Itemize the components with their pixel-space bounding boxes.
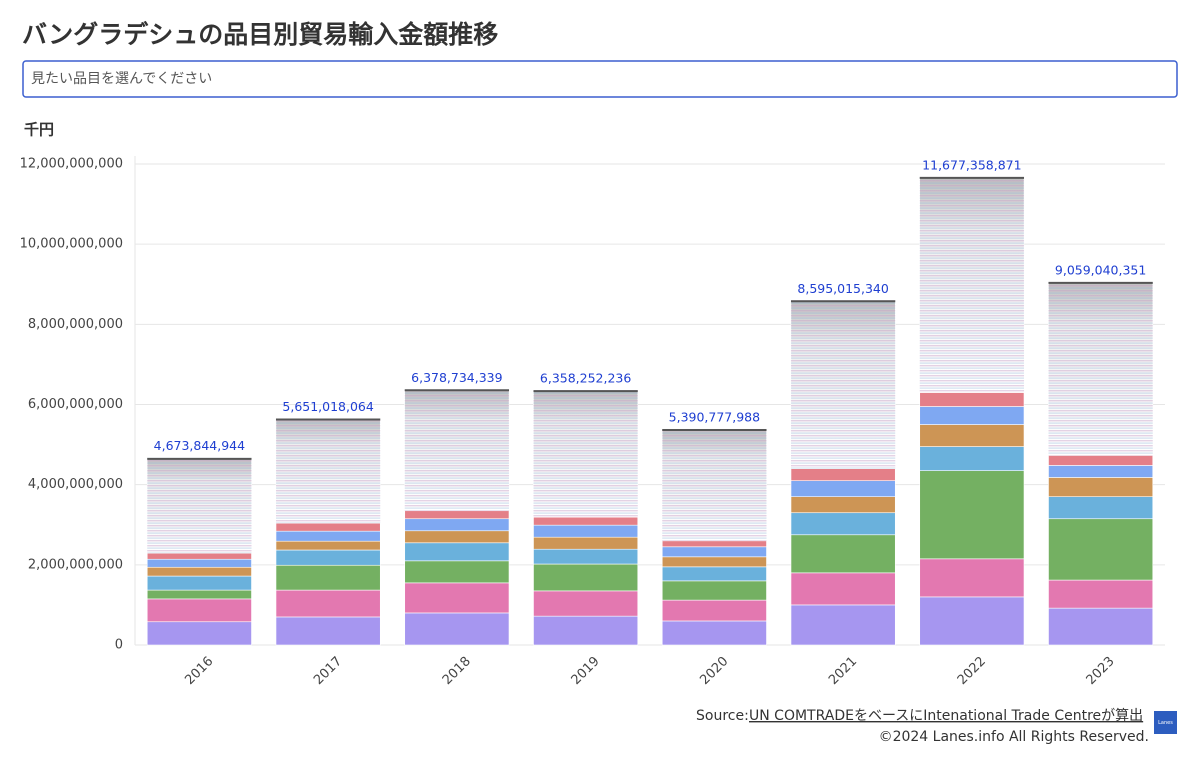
- source-prefix: Source:: [696, 708, 749, 724]
- bar-segment: [275, 522, 381, 532]
- total-label: 9,059,040,351: [1055, 262, 1146, 277]
- y-tick-label: 12,000,000,000: [20, 157, 123, 172]
- bar-segment: [919, 406, 1025, 425]
- y-tick-label: 2,000,000,000: [28, 557, 123, 572]
- bar-segment: [919, 424, 1025, 447]
- bar-segment: [661, 580, 767, 601]
- bar-segment: [1048, 496, 1154, 520]
- bar-segment: [404, 542, 510, 562]
- bar-segment: [1048, 465, 1154, 478]
- bar-segment: [790, 468, 896, 481]
- bar-segment: [533, 563, 639, 592]
- bar-segment: [661, 599, 767, 622]
- y-tick-label: 4,000,000,000: [28, 477, 123, 492]
- source-link[interactable]: UN COMTRADEをベースにIntenational Trade Centr…: [749, 708, 1143, 724]
- x-tick-label: 2019: [569, 654, 603, 688]
- bar-segment-detail: [1048, 281, 1153, 456]
- logo: [1154, 711, 1177, 734]
- bar-segment: [404, 560, 510, 584]
- bar-segment-detail: [147, 457, 252, 554]
- bar-segment: [146, 575, 252, 591]
- chart-title: バングラデシュの品目別貿易輸入金額推移: [22, 20, 498, 49]
- bar-segment: [404, 612, 510, 646]
- bar-segment: [146, 598, 252, 623]
- bar-segment: [146, 566, 252, 577]
- x-tick-label: 2021: [826, 654, 860, 688]
- bar-segment: [661, 556, 767, 568]
- bar-segment: [533, 524, 639, 538]
- bar-segment: [404, 510, 510, 520]
- bar-segment: [1048, 518, 1154, 581]
- bar-segment: [790, 512, 896, 536]
- x-tick-label: 2023: [1084, 654, 1118, 688]
- bar-segment: [146, 621, 252, 646]
- bar-segment-detail: [662, 428, 767, 541]
- bar-segment: [404, 582, 510, 614]
- bar-segment: [275, 549, 381, 566]
- y-tick-label: 6,000,000,000: [28, 397, 123, 412]
- search-input[interactable]: [22, 60, 1178, 98]
- bar-segment: [533, 548, 639, 565]
- bar-segment-detail: [790, 300, 896, 469]
- bar-segment: [275, 564, 381, 591]
- search-placeholder: 見たい品目を選んでください: [31, 71, 212, 87]
- x-tick-label: 2018: [440, 654, 474, 688]
- total-label: 6,378,734,339: [411, 370, 502, 385]
- bar-segment: [790, 480, 896, 497]
- x-tick-label: 2016: [182, 654, 216, 688]
- y-unit: 千円: [24, 121, 54, 139]
- bar-segment: [661, 540, 767, 548]
- bar-segment: [919, 596, 1025, 646]
- plot: 0 2,000,000,000 4,000,000,000 6,000,000,000…: [20, 156, 1165, 688]
- bar-segment: [275, 530, 381, 542]
- bar-segment: [1048, 607, 1154, 646]
- bar-segment: [1048, 477, 1154, 497]
- x-tick-label: 2022: [955, 654, 989, 688]
- bar-segment: [404, 530, 510, 544]
- total-label: 5,390,777,988: [669, 409, 760, 424]
- bar-segment: [404, 518, 510, 532]
- total-label: 4,673,844,944: [154, 438, 245, 453]
- x-tick-label: 2020: [697, 654, 731, 688]
- bar-segment: [790, 496, 896, 514]
- bar-segment: [1048, 455, 1154, 466]
- bar-segment: [533, 590, 639, 617]
- total-label: 5,651,018,064: [282, 399, 373, 414]
- bar-segment-detail: [533, 390, 638, 518]
- bar-segment: [533, 516, 639, 526]
- bar-segment: [1048, 579, 1154, 609]
- bar-segment: [275, 589, 381, 618]
- bar-segment: [146, 552, 252, 560]
- bar-segment-detail: [919, 176, 1025, 393]
- total-label: 6,358,252,236: [540, 371, 631, 386]
- bar-segment: [146, 558, 252, 568]
- bar-segment: [790, 572, 896, 606]
- x-tick-label: 2017: [311, 654, 345, 688]
- bar-segment: [790, 534, 896, 574]
- y-tick-label: 8,000,000,000: [28, 317, 123, 332]
- bar-segment-detail: [404, 389, 510, 511]
- total-label: 8,595,015,340: [797, 281, 888, 296]
- y-tick-label: 10,000,000,000: [20, 237, 123, 252]
- y-tick-label: 0: [115, 638, 123, 653]
- bar-segment: [533, 615, 639, 646]
- bar-segment: [661, 620, 767, 646]
- bar-segment: [533, 536, 639, 550]
- bar-segment-detail: [275, 418, 381, 524]
- total-label: 11,677,358,871: [922, 157, 1021, 172]
- bar-segment: [919, 558, 1025, 598]
- bar-segment: [790, 604, 896, 646]
- bar-segment: [661, 546, 767, 558]
- copyright: ©2024 Lanes.info All Rights Reserved.: [879, 729, 1149, 745]
- logo-text: Lanes: [1158, 720, 1173, 726]
- bar-segment: [275, 540, 381, 551]
- bar-segment: [661, 566, 767, 582]
- bar-segment: [919, 470, 1025, 560]
- bar-segment: [919, 392, 1025, 407]
- bar-segment: [919, 446, 1025, 471]
- bar-segment: [275, 616, 381, 646]
- bar-segment: [146, 589, 252, 600]
